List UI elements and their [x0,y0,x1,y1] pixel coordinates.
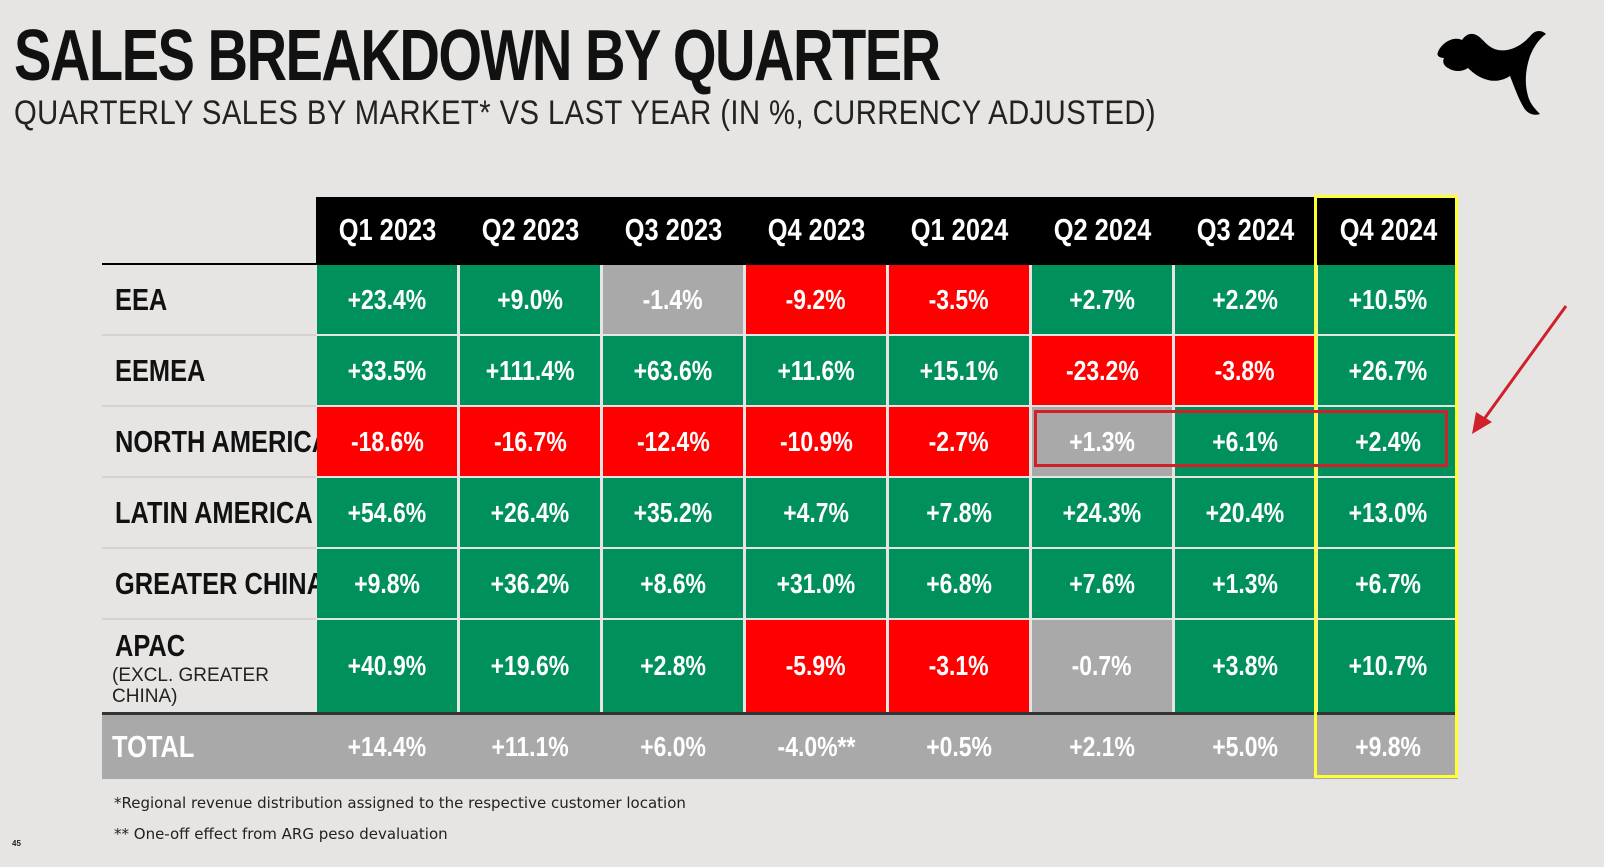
row-sublabel-apac: (EXCL. GREATER CHINA) [112,665,269,707]
table-cell: -1.4% [603,265,743,334]
callout-arrow-icon [1472,305,1568,434]
table-cell: +8.6% [603,549,743,618]
total-cell: +14.4% [347,731,427,762]
column-header: Q1 2024 [910,212,1008,247]
column-header: Q4 2023 [767,212,865,247]
row-divider [102,547,316,549]
total-cell: +5.0% [1212,731,1278,762]
table-cell: +9.8% [317,549,457,618]
row-label-apac: APAC [115,628,186,663]
column-header: Q3 2024 [1196,212,1294,247]
page-title: SALES BREAKDOWN BY QUARTER [14,16,941,96]
table-cell: +15.1% [889,336,1029,405]
table-cell: -0.7% [1032,620,1172,712]
table-cell: +24.3% [1032,478,1172,547]
table-cell: +13.0% [1318,478,1458,547]
total-cell: +0.5% [926,731,992,762]
row-label-north-america: NORTH AMERICA [115,423,331,459]
total-cell: +2.1% [1069,731,1135,762]
table-cell: +2.8% [603,620,743,712]
page-subtitle: QUARTERLY SALES BY MARKET* VS LAST YEAR … [14,94,1157,132]
table-cell: +7.6% [1032,549,1172,618]
row-label-latin-america: LATIN AMERICA [115,494,313,530]
table-cell: +26.4% [460,478,600,547]
total-row [102,715,1458,779]
total-rule [102,712,1458,715]
table-cell: -2.7% [889,407,1029,476]
row-divider [102,405,316,407]
table-cell: +20.4% [1175,478,1315,547]
table-cell: +31.0% [746,549,886,618]
total-label: TOTAL [112,729,195,764]
table-cell: +23.4% [317,265,457,334]
row-label-greater-china: GREATER CHINA [115,565,325,601]
table-top-rule [102,263,1458,265]
table-cell: +10.5% [1318,265,1458,334]
column-header: Q2 2023 [481,212,579,247]
row-divider [102,618,316,620]
table-cell: +36.2% [460,549,600,618]
table-cell: +2.2% [1175,265,1315,334]
table-cell: -12.4% [603,407,743,476]
table-cell: +54.6% [317,478,457,547]
table-cell: -10.9% [746,407,886,476]
footnote-regional: *Regional revenue distribution assigned … [114,794,686,812]
row-label-eemea: EEMEA [115,352,206,388]
table-cell: +111.4% [460,336,600,405]
table-cell: -9.2% [746,265,886,334]
table-cell: -3.5% [889,265,1029,334]
table-cell: -23.2% [1032,336,1172,405]
table-cell: +6.7% [1318,549,1458,618]
table-cell: +63.6% [603,336,743,405]
table-cell: +3.8% [1175,620,1315,712]
column-header: Q2 2024 [1053,212,1151,247]
table-cell: +1.3% [1175,549,1315,618]
footnote-arg-peso: ** One-off effect from ARG peso devaluat… [114,825,448,843]
table-header-bar [316,197,1458,263]
table-cell: +7.8% [889,478,1029,547]
table-cell: +26.7% [1318,336,1458,405]
total-cell: +11.1% [491,731,569,762]
puma-logo-icon [1437,31,1546,115]
column-header: Q3 2023 [624,212,722,247]
row-divider [102,334,316,336]
total-cell: +6.0% [640,731,706,762]
total-cell: +9.8% [1355,731,1421,762]
table-cell: +2.4% [1318,407,1458,476]
table-cell: -3.1% [889,620,1029,712]
table-cell: +35.2% [603,478,743,547]
table-cell: -3.8% [1175,336,1315,405]
page-number: 45 [12,839,21,848]
column-header: Q4 2024 [1339,212,1437,247]
table-cell: +40.9% [317,620,457,712]
column-header: Q1 2023 [338,212,436,247]
table-cell: -5.9% [746,620,886,712]
table-cell: +33.5% [317,336,457,405]
row-label-eea: EEA [115,281,168,317]
table-cell: +19.6% [460,620,600,712]
table-cell: -16.7% [460,407,600,476]
table-cell: -18.6% [317,407,457,476]
table-cell: +10.7% [1318,620,1458,712]
row-divider [102,476,316,478]
table-cell: +4.7% [746,478,886,547]
table-cell: +6.1% [1175,407,1315,476]
total-cell: -4.0%** [777,731,855,762]
table-cell: +1.3% [1032,407,1172,476]
table-cell: +6.8% [889,549,1029,618]
table-cell: +2.7% [1032,265,1172,334]
table-cell: +9.0% [460,265,600,334]
table-cell: +11.6% [746,336,886,405]
